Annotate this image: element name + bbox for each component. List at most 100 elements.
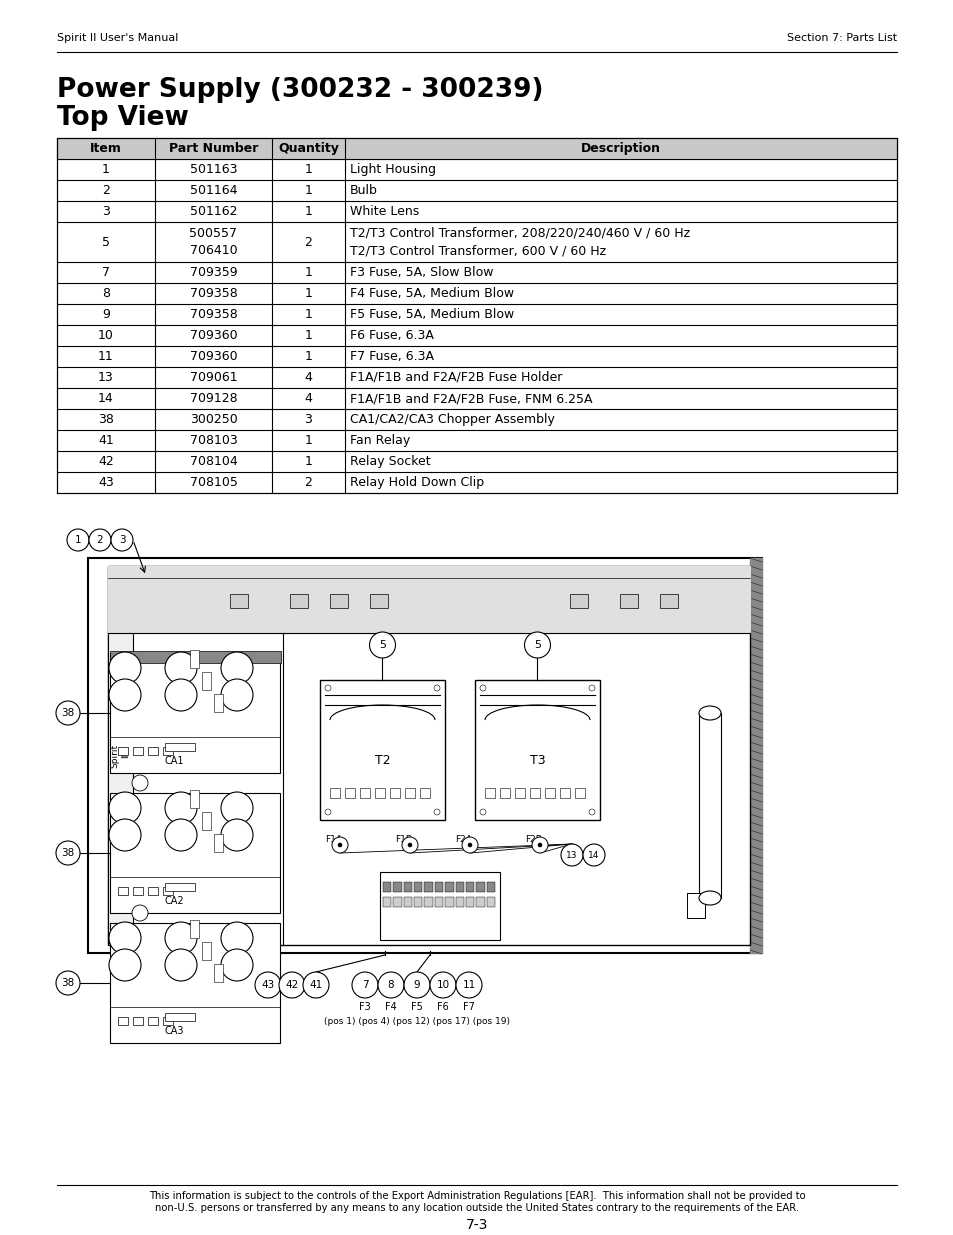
Text: CA3: CA3 (165, 1026, 184, 1036)
Text: F5: F5 (411, 1002, 422, 1011)
Ellipse shape (699, 890, 720, 905)
Bar (165, 1013, 194, 1021)
Text: F1B: F1B (395, 836, 412, 845)
Text: 708105: 708105 (190, 475, 237, 489)
Bar (619, 594, 638, 608)
Circle shape (303, 972, 329, 998)
Text: 1: 1 (304, 184, 313, 198)
Bar (435, 897, 443, 906)
Text: 4: 4 (304, 391, 313, 405)
Bar (456, 882, 463, 892)
Text: 11: 11 (462, 981, 476, 990)
Bar (190, 790, 199, 808)
Text: F4: F4 (385, 1002, 396, 1011)
Text: 38: 38 (61, 708, 74, 718)
Circle shape (132, 905, 148, 921)
Text: 38: 38 (61, 978, 74, 988)
Text: 3: 3 (118, 535, 125, 545)
Text: 501163: 501163 (190, 163, 237, 177)
Text: 709061: 709061 (190, 370, 237, 384)
Bar (202, 942, 211, 960)
Text: Spirit
II: Spirit II (111, 743, 130, 768)
Bar (110, 793, 280, 913)
Bar (405, 788, 415, 798)
Circle shape (325, 809, 331, 815)
Bar (445, 882, 453, 892)
Text: 5: 5 (378, 640, 386, 650)
Text: T3: T3 (529, 753, 545, 767)
Ellipse shape (699, 706, 720, 720)
Bar (163, 747, 172, 756)
Text: 2: 2 (304, 475, 313, 489)
Text: CA1: CA1 (165, 756, 184, 766)
Text: F4 Fuse, 5A, Medium Blow: F4 Fuse, 5A, Medium Blow (350, 287, 514, 300)
Text: F7 Fuse, 6.3A: F7 Fuse, 6.3A (350, 350, 434, 363)
Text: 14: 14 (588, 851, 599, 860)
Bar (213, 834, 223, 852)
Circle shape (524, 632, 550, 658)
Text: 14: 14 (98, 391, 113, 405)
Bar (393, 897, 401, 906)
Text: 709128: 709128 (190, 391, 237, 405)
Text: 38: 38 (61, 848, 74, 858)
Text: 9: 9 (414, 981, 420, 990)
Bar (110, 653, 280, 773)
Bar (165, 743, 194, 751)
Circle shape (56, 701, 80, 725)
Circle shape (468, 844, 472, 847)
Circle shape (221, 679, 253, 711)
Text: 1: 1 (304, 454, 313, 468)
Bar (132, 1018, 143, 1025)
Bar (330, 788, 339, 798)
Text: F7: F7 (462, 1002, 475, 1011)
Text: 43: 43 (98, 475, 113, 489)
Text: 1: 1 (304, 287, 313, 300)
Text: F2A: F2A (455, 836, 472, 845)
Bar (456, 897, 463, 906)
Text: Relay Hold Down Clip: Relay Hold Down Clip (350, 475, 483, 489)
Bar (403, 882, 412, 892)
Text: Part Number: Part Number (169, 142, 258, 156)
Circle shape (165, 819, 196, 851)
Text: F6 Fuse, 6.3A: F6 Fuse, 6.3A (350, 329, 434, 342)
Text: 41: 41 (309, 981, 322, 990)
Bar (148, 888, 158, 895)
Bar (108, 568, 132, 944)
Bar (118, 888, 128, 895)
Bar (659, 594, 678, 608)
Circle shape (479, 809, 485, 815)
Circle shape (67, 529, 89, 551)
Circle shape (109, 948, 141, 981)
Circle shape (56, 841, 80, 864)
Bar (213, 965, 223, 982)
Text: 2: 2 (304, 236, 313, 248)
Text: F3 Fuse, 5A, Slow Blow: F3 Fuse, 5A, Slow Blow (350, 266, 493, 279)
Text: F1A/F1B and F2A/F2B Fuse Holder: F1A/F1B and F2A/F2B Fuse Holder (350, 370, 561, 384)
Text: 500557: 500557 (190, 227, 237, 240)
Circle shape (588, 685, 595, 692)
Text: F6: F6 (436, 1002, 449, 1011)
Text: T2/T3 Control Transformer, 208/220/240/460 V / 60 Hz: T2/T3 Control Transformer, 208/220/240/4… (350, 227, 689, 240)
Text: CA2: CA2 (165, 897, 185, 906)
Text: Relay Socket: Relay Socket (350, 454, 430, 468)
Bar (330, 594, 348, 608)
Text: 10: 10 (436, 981, 449, 990)
Text: Light Housing: Light Housing (350, 163, 436, 177)
Bar (345, 788, 355, 798)
Bar (699, 713, 720, 898)
Circle shape (456, 972, 481, 998)
Bar (88, 558, 761, 953)
Text: 1: 1 (304, 433, 313, 447)
Text: F1A: F1A (325, 836, 341, 845)
Text: Bulb: Bulb (350, 184, 377, 198)
Text: 13: 13 (566, 851, 578, 860)
Bar (118, 747, 128, 756)
Circle shape (165, 792, 196, 824)
Text: Fan Relay: Fan Relay (350, 433, 410, 447)
Circle shape (165, 652, 196, 684)
Bar (424, 897, 433, 906)
Circle shape (325, 685, 331, 692)
Circle shape (532, 837, 547, 853)
Circle shape (377, 972, 403, 998)
Bar (132, 747, 143, 756)
